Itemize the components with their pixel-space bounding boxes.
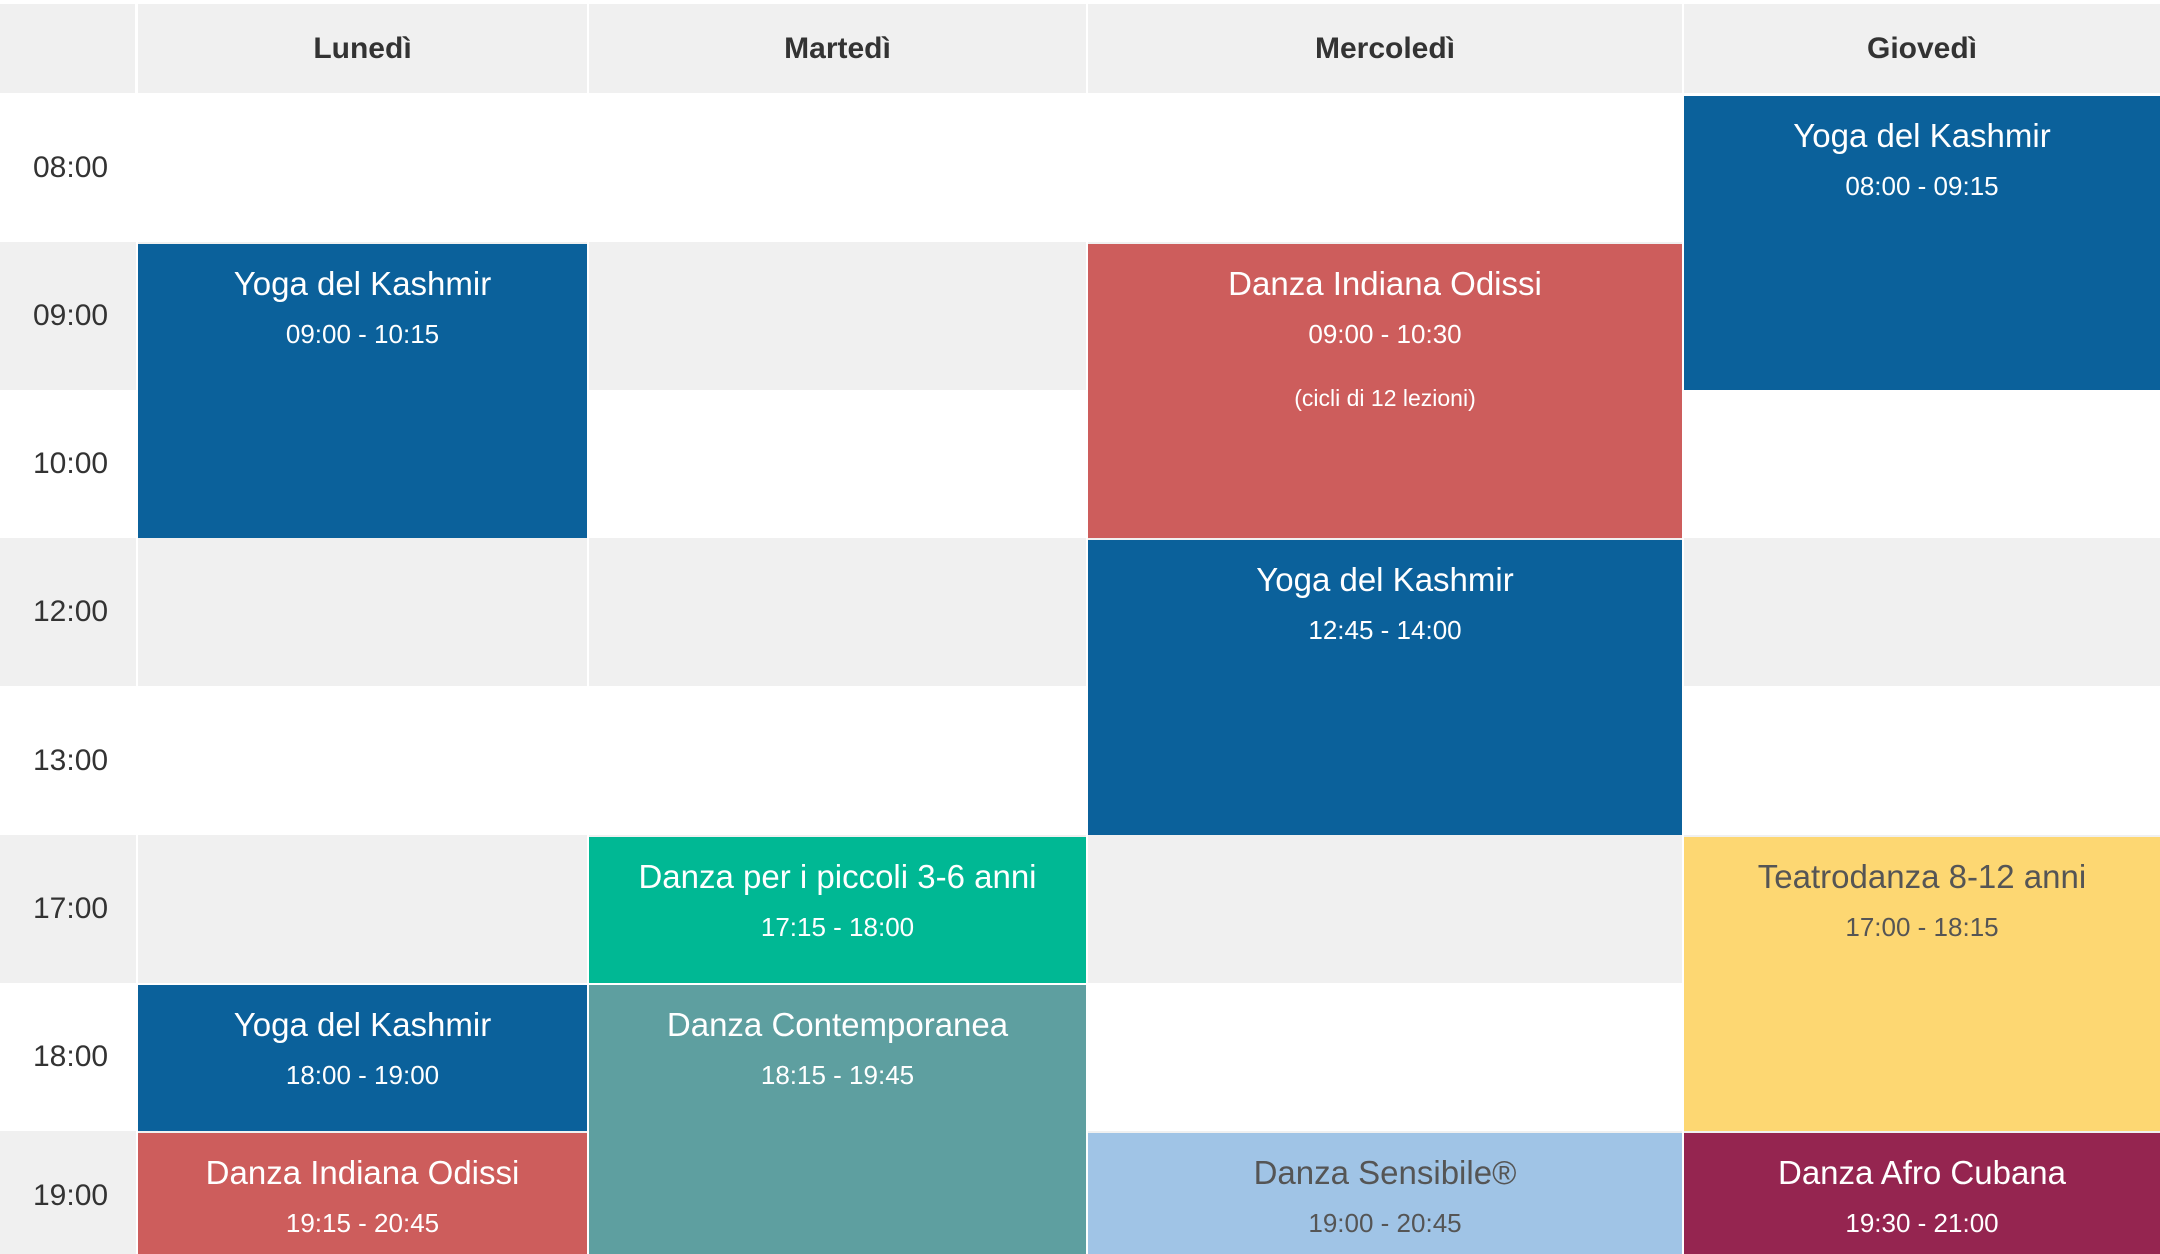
event-title: Danza Afro Cubana	[1777, 1154, 2067, 1191]
event-title: Danza per i piccoli 3-6 anni	[638, 858, 1037, 895]
event-title: Yoga del Kashmir	[233, 265, 492, 302]
event-block[interactable]: Danza Contemporanea 18:15 - 19:45	[589, 985, 1086, 1254]
row-bg-1300	[0, 686, 2160, 835]
column-divider	[136, 4, 138, 1254]
column-divider	[1086, 4, 1088, 1254]
event-time: 12:45 - 14:00	[1308, 615, 1462, 645]
time-label-0900: 09:00	[33, 299, 109, 332]
event-time: 18:00 - 19:00	[285, 1060, 440, 1090]
event-time: 09:00 - 10:15	[285, 319, 440, 349]
time-label-1700: 17:00	[33, 892, 109, 925]
event-time: 19:00 - 20:45	[1308, 1208, 1462, 1238]
event-title: Teatrodanza 8-12 anni	[1757, 858, 2087, 895]
event-block[interactable]: Yoga del Kashmir 09:00 - 10:15	[138, 244, 587, 538]
time-label-1000: 10:00	[33, 447, 109, 480]
event-block[interactable]: Yoga del Kashmir 18:00 - 19:00	[138, 985, 587, 1131]
column-divider	[1682, 4, 1684, 1254]
day-header-martedi: Martedì	[589, 4, 1086, 93]
time-label-1900: 19:00	[33, 1179, 109, 1212]
day-header-mercoledi: Mercoledì	[1088, 4, 1682, 93]
event-block[interactable]: Danza per i piccoli 3-6 anni 17:15 - 18:…	[589, 837, 1086, 983]
event-time: 18:15 - 19:45	[760, 1060, 915, 1090]
event-time: 09:00 - 10:30	[1308, 319, 1462, 349]
event-title: Danza Indiana Odissi	[1228, 265, 1542, 302]
event-time: 19:15 - 20:45	[285, 1208, 440, 1238]
time-label-1200: 12:00	[33, 595, 109, 628]
time-label-1800: 18:00	[33, 1040, 109, 1073]
event-block[interactable]: Danza Sensibile® 19:00 - 20:45	[1088, 1133, 1682, 1254]
column-divider	[587, 4, 589, 1254]
row-bg-1200	[0, 538, 2160, 686]
event-block[interactable]: Danza Afro Cubana 19:30 - 21:00	[1684, 1133, 2160, 1254]
event-title: Yoga del Kashmir	[1256, 561, 1514, 598]
event-note: (cicli di 12 lezioni)	[1294, 385, 1476, 411]
time-label-0800: 08:00	[33, 150, 109, 184]
event-time: 08:00 - 09:15	[1845, 171, 1999, 201]
event-time: 17:15 - 18:00	[760, 912, 915, 942]
header-corner	[0, 4, 135, 93]
day-header-lunedi: Lunedì	[138, 4, 587, 93]
event-title: Danza Contemporanea	[666, 1006, 1009, 1043]
event-title: Danza Sensibile®	[1253, 1154, 1517, 1191]
event-block[interactable]: Danza Indiana Odissi 09:00 - 10:30 (cicl…	[1088, 244, 1682, 538]
event-time: 17:00 - 18:15	[1845, 912, 1999, 942]
event-title: Yoga del Kashmir	[1793, 117, 2051, 154]
event-time: 19:30 - 21:00	[1845, 1208, 1999, 1238]
event-block[interactable]: Teatrodanza 8-12 anni 17:00 - 18:15	[1684, 837, 2160, 1131]
time-label-1300: 13:00	[33, 743, 109, 777]
event-block[interactable]: Danza Indiana Odissi 19:15 - 20:45	[138, 1133, 587, 1254]
day-header-giovedi: Giovedì	[1684, 4, 2160, 93]
event-title: Yoga del Kashmir	[233, 1006, 492, 1043]
event-block[interactable]: Yoga del Kashmir 12:45 - 14:00	[1088, 540, 1682, 835]
event-title: Danza Indiana Odissi	[205, 1154, 520, 1191]
event-block[interactable]: Yoga del Kashmir 08:00 - 09:15	[1684, 96, 2160, 390]
